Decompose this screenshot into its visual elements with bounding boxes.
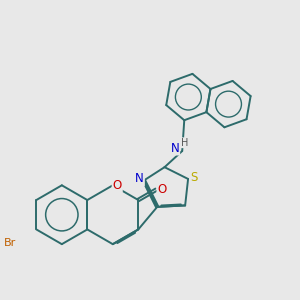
Text: S: S [190,171,198,184]
Text: H: H [181,138,188,148]
Text: N: N [135,172,144,185]
Text: Br: Br [4,238,16,248]
Text: O: O [112,179,122,192]
Text: O: O [158,183,166,196]
Text: N: N [170,142,179,154]
